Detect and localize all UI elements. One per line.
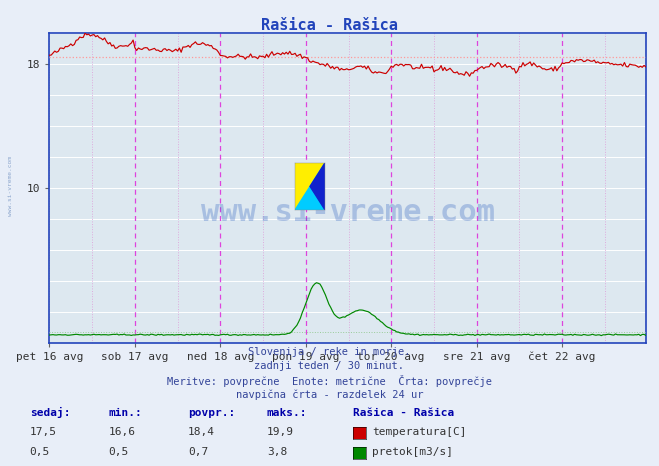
Text: 0,7: 0,7 [188,447,208,457]
Text: Meritve: povprečne  Enote: metrične  Črta: povprečje: Meritve: povprečne Enote: metrične Črta:… [167,375,492,387]
Text: zadnji teden / 30 minut.: zadnji teden / 30 minut. [254,361,405,371]
Polygon shape [295,163,325,210]
Text: sedaj:: sedaj: [30,407,70,418]
Text: Slovenija / reke in morje.: Slovenija / reke in morje. [248,347,411,357]
Text: Rašica - Rašica: Rašica - Rašica [353,408,454,418]
Text: 17,5: 17,5 [30,427,57,437]
Text: min.:: min.: [109,408,142,418]
Text: 0,5: 0,5 [109,447,129,457]
Text: 18,4: 18,4 [188,427,215,437]
Text: temperatura[C]: temperatura[C] [372,427,467,437]
Text: 0,5: 0,5 [30,447,50,457]
Text: pretok[m3/s]: pretok[m3/s] [372,447,453,457]
Text: povpr.:: povpr.: [188,408,235,418]
Text: 19,9: 19,9 [267,427,294,437]
Text: 16,6: 16,6 [109,427,136,437]
Text: www.si-vreme.com: www.si-vreme.com [200,198,495,227]
Text: maks.:: maks.: [267,408,307,418]
Polygon shape [310,163,325,210]
Polygon shape [295,163,325,210]
Text: 3,8: 3,8 [267,447,287,457]
Text: navpična črta - razdelek 24 ur: navpična črta - razdelek 24 ur [236,389,423,400]
Text: Rašica - Rašica: Rašica - Rašica [261,18,398,33]
Text: www.si-vreme.com: www.si-vreme.com [8,157,13,216]
